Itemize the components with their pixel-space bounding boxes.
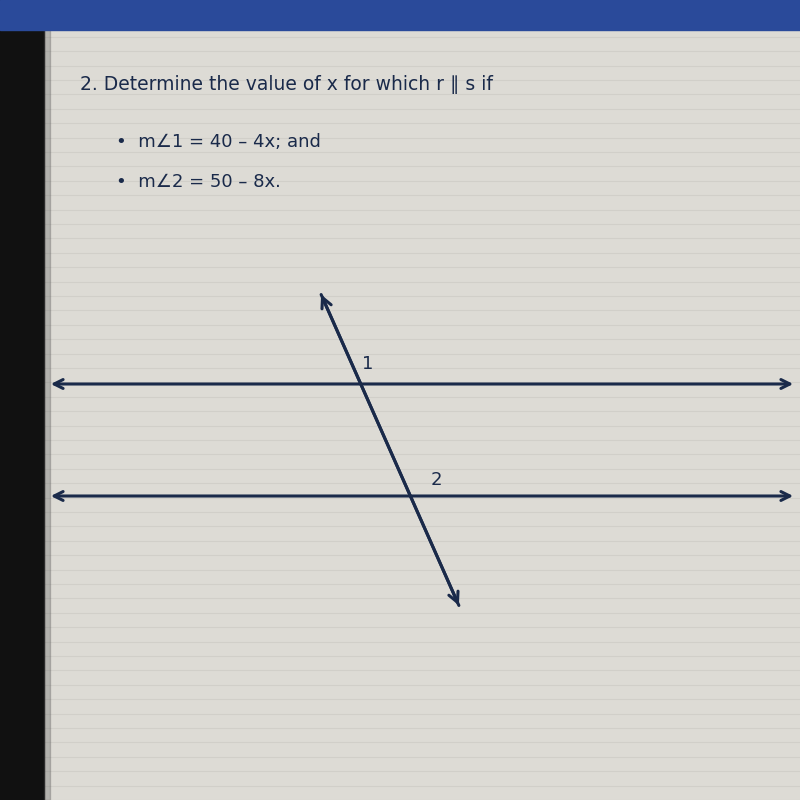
Text: 2. Determine the value of x for which r ∥ s if: 2. Determine the value of x for which r … xyxy=(80,74,493,94)
Bar xyxy=(0,0,800,30)
Text: •  m∠2 = 50 – 8x.: • m∠2 = 50 – 8x. xyxy=(116,174,281,191)
Text: 2: 2 xyxy=(430,471,442,489)
Text: •  m∠1 = 40 – 4x; and: • m∠1 = 40 – 4x; and xyxy=(116,134,321,151)
Bar xyxy=(44,0,50,800)
Text: 1: 1 xyxy=(362,355,374,373)
Bar xyxy=(0,0,44,800)
